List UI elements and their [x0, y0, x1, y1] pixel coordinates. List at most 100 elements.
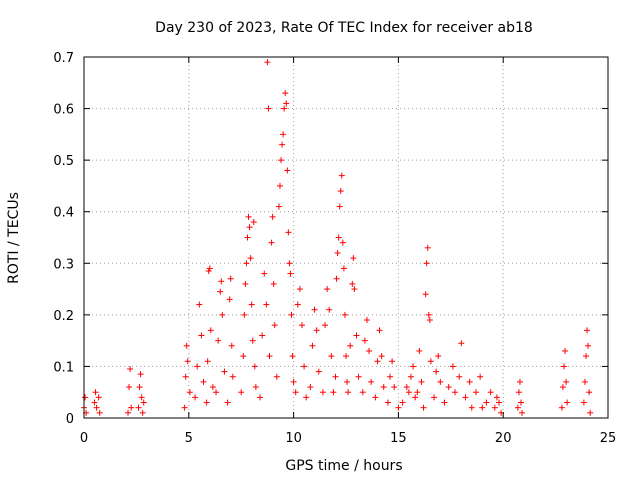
- data-point: [347, 342, 354, 349]
- data-point: [266, 353, 273, 360]
- y-tick-label: 0.4: [53, 206, 74, 221]
- data-point: [286, 260, 293, 267]
- data-point: [204, 358, 211, 365]
- data-point: [350, 255, 357, 262]
- data-point: [410, 363, 417, 370]
- data-point: [251, 363, 258, 370]
- data-point: [261, 270, 268, 277]
- data-point: [283, 100, 290, 107]
- data-point: [322, 322, 329, 329]
- data-point: [139, 409, 146, 416]
- x-tick-label: 10: [285, 431, 302, 446]
- data-point: [324, 286, 331, 293]
- data-point: [559, 384, 566, 391]
- data-point: [281, 105, 288, 112]
- data-point: [462, 394, 469, 401]
- data-point: [380, 384, 387, 391]
- data-point: [518, 399, 525, 406]
- data-point: [203, 399, 210, 406]
- data-point: [288, 311, 295, 318]
- data-point: [403, 384, 410, 391]
- data-point: [184, 358, 191, 365]
- data-point: [228, 342, 235, 349]
- data-point: [227, 275, 234, 282]
- data-point: [135, 404, 142, 411]
- data-point: [420, 404, 427, 411]
- data-point: [363, 317, 370, 324]
- data-point: [407, 373, 414, 380]
- data-point: [468, 404, 475, 411]
- data-point: [280, 131, 287, 138]
- data-point: [384, 399, 391, 406]
- data-point: [376, 327, 383, 334]
- data-point: [248, 301, 255, 308]
- data-point: [435, 353, 442, 360]
- data-point: [339, 239, 346, 246]
- data-point: [341, 311, 348, 318]
- data-point: [219, 311, 226, 318]
- data-point: [353, 332, 360, 339]
- data-point: [487, 389, 494, 396]
- data-point: [445, 384, 452, 391]
- data-point: [395, 404, 402, 411]
- data-point: [319, 389, 326, 396]
- data-point: [389, 358, 396, 365]
- data-point: [138, 394, 145, 401]
- data-point: [213, 389, 220, 396]
- data-point: [483, 399, 490, 406]
- data-point: [449, 363, 456, 370]
- x-tick-label: 15: [390, 431, 407, 446]
- data-point: [241, 311, 248, 318]
- data-point: [315, 368, 322, 375]
- data-point: [562, 347, 569, 354]
- y-tick-label: 0.5: [53, 154, 74, 169]
- data-point: [425, 311, 432, 318]
- data-point: [405, 389, 412, 396]
- data-point: [245, 213, 252, 220]
- data-point: [263, 301, 270, 308]
- axis-ticks: 0 5 10 15 20 25 0 0.1 0.2 0.3 0.4 0.5 0.6 0.7: [53, 51, 616, 446]
- data-point: [259, 332, 266, 339]
- data-point: [309, 342, 316, 349]
- data-point: [269, 213, 276, 220]
- data-point: [496, 399, 503, 406]
- chart-title: Day 230 of 2023, Rate Of TEC Index for r…: [155, 20, 533, 36]
- data-point: [586, 389, 593, 396]
- data-point: [560, 363, 567, 370]
- data-point: [215, 337, 222, 344]
- data-point: [426, 317, 433, 324]
- data-point: [585, 342, 592, 349]
- data-point: [328, 353, 335, 360]
- data-point: [126, 384, 133, 391]
- data-point: [515, 389, 522, 396]
- data-point: [221, 368, 228, 375]
- data-point: [125, 409, 132, 416]
- data-point: [289, 353, 296, 360]
- data-point: [391, 384, 398, 391]
- data-point: [287, 270, 294, 277]
- data-point: [431, 394, 438, 401]
- data-point: [298, 322, 305, 329]
- data-point: [563, 378, 570, 385]
- data-point: [209, 384, 216, 391]
- data-point: [273, 373, 280, 380]
- data-point: [242, 280, 249, 287]
- data-point: [264, 59, 271, 66]
- data-point: [95, 394, 102, 401]
- data-point: [229, 373, 236, 380]
- data-point: [433, 368, 440, 375]
- data-point: [207, 327, 214, 334]
- data-point: [326, 306, 333, 313]
- data-point: [128, 404, 135, 411]
- x-tick-label: 0: [80, 431, 88, 446]
- data-point: [313, 327, 320, 334]
- data-point: [519, 409, 526, 416]
- data-point: [338, 172, 345, 179]
- data-point: [206, 265, 213, 272]
- data-point: [558, 404, 565, 411]
- data-point: [330, 389, 337, 396]
- y-tick-label: 0: [66, 412, 74, 427]
- data-point: [349, 280, 356, 287]
- data-point: [366, 347, 373, 354]
- data-point: [252, 384, 259, 391]
